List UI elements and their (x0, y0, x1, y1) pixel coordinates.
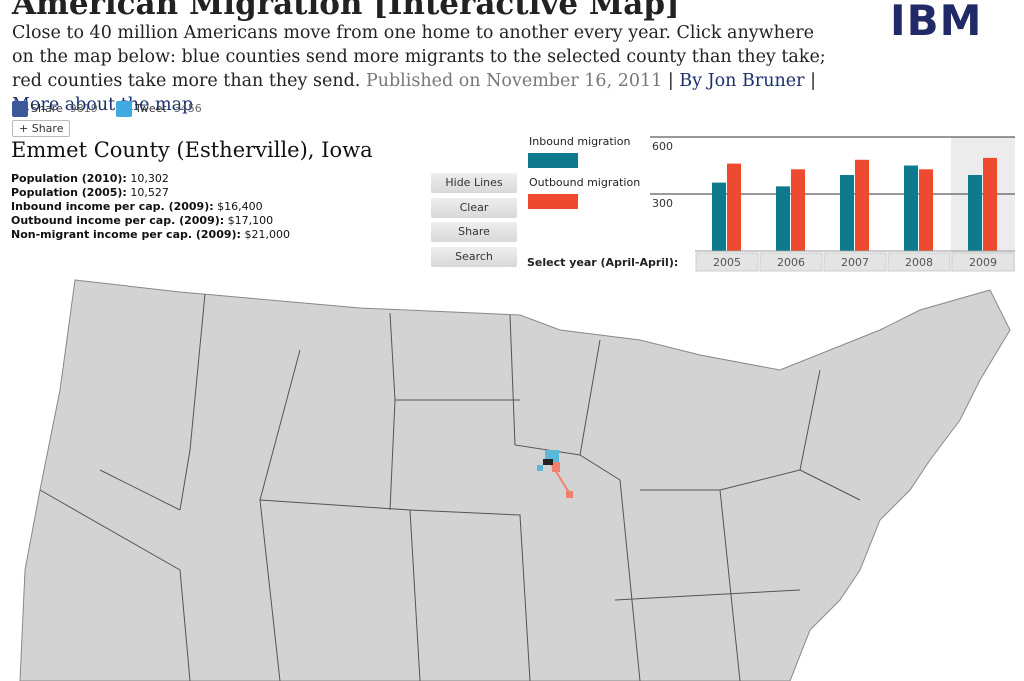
stat-row: Outbound income per cap. (2009): $17,100 (11, 214, 290, 228)
intro-text: Close to 40 million Americans move from … (12, 23, 826, 91)
stat-row: Non-migrant income per cap. (2009): $21,… (11, 228, 290, 242)
author-link[interactable]: By Jon Bruner (679, 71, 805, 91)
bar (968, 175, 982, 251)
stat-value: $21,000 (244, 228, 290, 241)
year-button[interactable] (695, 252, 759, 272)
outbound-county[interactable] (552, 462, 560, 472)
legend-swatch (528, 153, 578, 168)
inbound-county[interactable] (537, 465, 543, 471)
bar (904, 165, 918, 251)
logo[interactable]: IBM (890, 0, 983, 45)
year-button[interactable] (823, 252, 887, 272)
stat-label: Population (2010): (11, 172, 127, 185)
selected-county (543, 459, 553, 465)
stat-label: Population (2005): (11, 186, 127, 199)
year-button[interactable] (887, 252, 951, 272)
published: Published on November 16, 2011 (365, 71, 663, 91)
x-tick-label: 2007 (841, 256, 869, 269)
y-tick-label: 300 (652, 197, 673, 210)
x-tick-label: 2009 (969, 256, 997, 269)
count: 3456 (173, 102, 202, 115)
more-link[interactable]: More about the map (12, 95, 194, 115)
bar (791, 169, 805, 251)
stat-row: Population (2005): 10,527 (11, 186, 290, 200)
x-tick-label: 2006 (777, 256, 805, 269)
bar (776, 186, 790, 251)
stat-label: Non-migrant income per cap. (2009): (11, 228, 241, 241)
outbound-county[interactable] (566, 491, 573, 498)
year-button[interactable] (951, 252, 1015, 272)
stats: Population (2010): 10,302 Population (200… (11, 172, 290, 242)
plus-share[interactable]: + Share (12, 120, 71, 137)
fb-share[interactable]: Share 9819 (12, 101, 98, 117)
stat-row: Inbound income per cap. (2009): $16,400 (11, 200, 290, 214)
county-name: Emmet County (Estherville), Iowa (11, 138, 373, 162)
tweet[interactable]: Tweet 3456 (116, 101, 202, 117)
legend-label: Inbound migration (529, 135, 630, 148)
x-axis-label: Select year (April-April): (527, 256, 678, 269)
chart: 300 600 Inbound migration Outbound migratio… (527, 135, 1015, 272)
title: American Migration [Interactive Map] (12, 0, 680, 22)
stat-value: $16,400 (217, 200, 263, 213)
x-tick-label: 2005 (713, 256, 741, 269)
button[interactable]: Hide Lines (431, 173, 517, 193)
bar (727, 163, 741, 251)
stat-label: Outbound income per cap. (2009): (11, 214, 225, 227)
y-tick-label: 600 (652, 140, 673, 153)
bar (840, 175, 854, 251)
year-button[interactable] (759, 252, 823, 272)
label: Share (31, 102, 63, 115)
map[interactable] (0, 270, 1024, 681)
sep: | (667, 71, 674, 91)
stat-value: 10,527 (130, 186, 169, 199)
bar (983, 157, 997, 251)
us-map[interactable] (19, 279, 1011, 681)
intro: Close to 40 million Americans move from … (12, 21, 832, 117)
stat-label: Inbound income per cap. (2009): (11, 200, 214, 213)
count: 9819 (69, 102, 98, 115)
stat-row: Population (2010): 10,302 (11, 172, 290, 186)
bar (855, 159, 869, 251)
legend-swatch (528, 194, 578, 209)
x-tick-label: 2008 (905, 256, 933, 269)
label: Tweet (135, 102, 167, 115)
button[interactable]: Share (431, 222, 517, 242)
button[interactable]: Search (431, 246, 517, 267)
bar (712, 182, 726, 251)
stat-value: 10,302 (130, 172, 169, 185)
state-borders (39, 293, 861, 681)
migration-line (549, 461, 571, 495)
button[interactable]: Clear (431, 197, 517, 218)
stat-value: $17,100 (227, 214, 274, 227)
bar (919, 169, 933, 251)
sep: | (810, 71, 816, 91)
legend-label: Outbound migration (529, 176, 640, 189)
